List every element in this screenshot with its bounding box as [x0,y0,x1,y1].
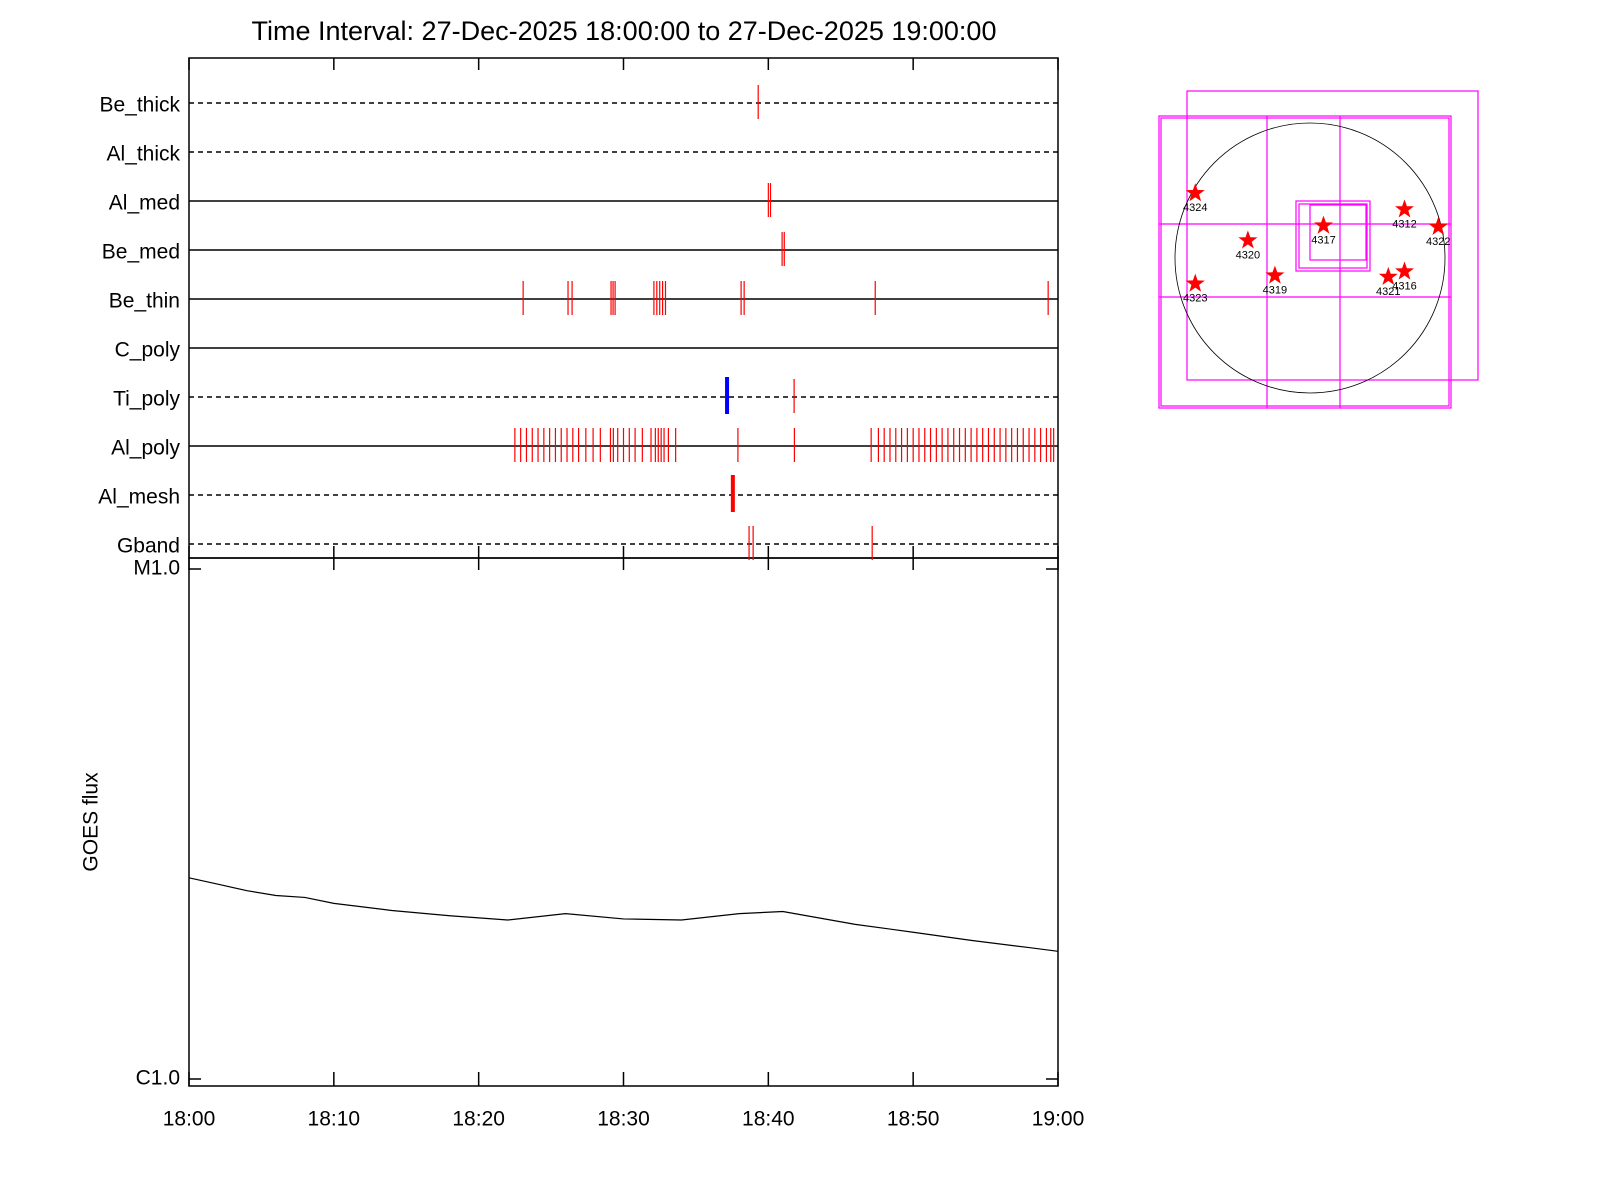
x-tick-label: 18:30 [597,1108,650,1131]
y-tick-label: M1.0 [133,557,180,580]
flux-line [188,877,1059,952]
x-tick-label: 18:50 [887,1108,940,1131]
x-tick-label: 19:00 [1032,1108,1085,1131]
x-tick-label: 18:40 [742,1108,795,1131]
solar-limb [1174,122,1446,394]
channel-label: Ti_poly [113,388,180,411]
channel-label: Gband [117,535,180,558]
region-label: 4324 [1183,202,1207,214]
channel-label: Al_poly [111,437,180,460]
y-axis-label: GOES flux [80,772,103,872]
channel-label: Be_thin [109,290,180,313]
region-star [1428,216,1448,235]
region-star [1395,199,1414,218]
region-star [1238,230,1258,249]
channel-label: Be_med [102,241,180,264]
x-tick-label: 18:00 [163,1108,216,1131]
region-label: 4321 [1376,286,1400,298]
channel-label: Al_med [109,192,180,215]
region-star [1378,266,1398,285]
region-star [1314,215,1333,234]
region-label: 4319 [1263,284,1287,296]
region-label: 4322 [1426,236,1450,248]
chart-title: Time Interval: 27-Dec-2025 18:00:00 to 2… [252,16,997,46]
x-tick-label: 18:20 [452,1108,505,1131]
channel-label: Al_mesh [98,486,180,509]
region-star [1185,273,1205,292]
x-tick-label: 18:10 [308,1108,361,1131]
region-star [1185,183,1205,202]
region-star [1395,261,1414,280]
region-label: 4312 [1392,218,1416,230]
region-label: 4316 [1392,280,1416,292]
region-label: 4317 [1311,235,1335,247]
channel-label: Al_thick [106,143,180,166]
region-label: 4320 [1236,249,1260,261]
goes-frame [188,557,1059,1087]
region-label: 4323 [1183,293,1207,305]
region-star [1265,265,1285,284]
event-frame [188,57,1059,559]
channel-label: Be_thick [99,94,180,117]
y-tick-label: C1.0 [136,1067,180,1090]
fov-boxes [1158,90,1479,409]
channel-label: C_poly [115,339,181,362]
